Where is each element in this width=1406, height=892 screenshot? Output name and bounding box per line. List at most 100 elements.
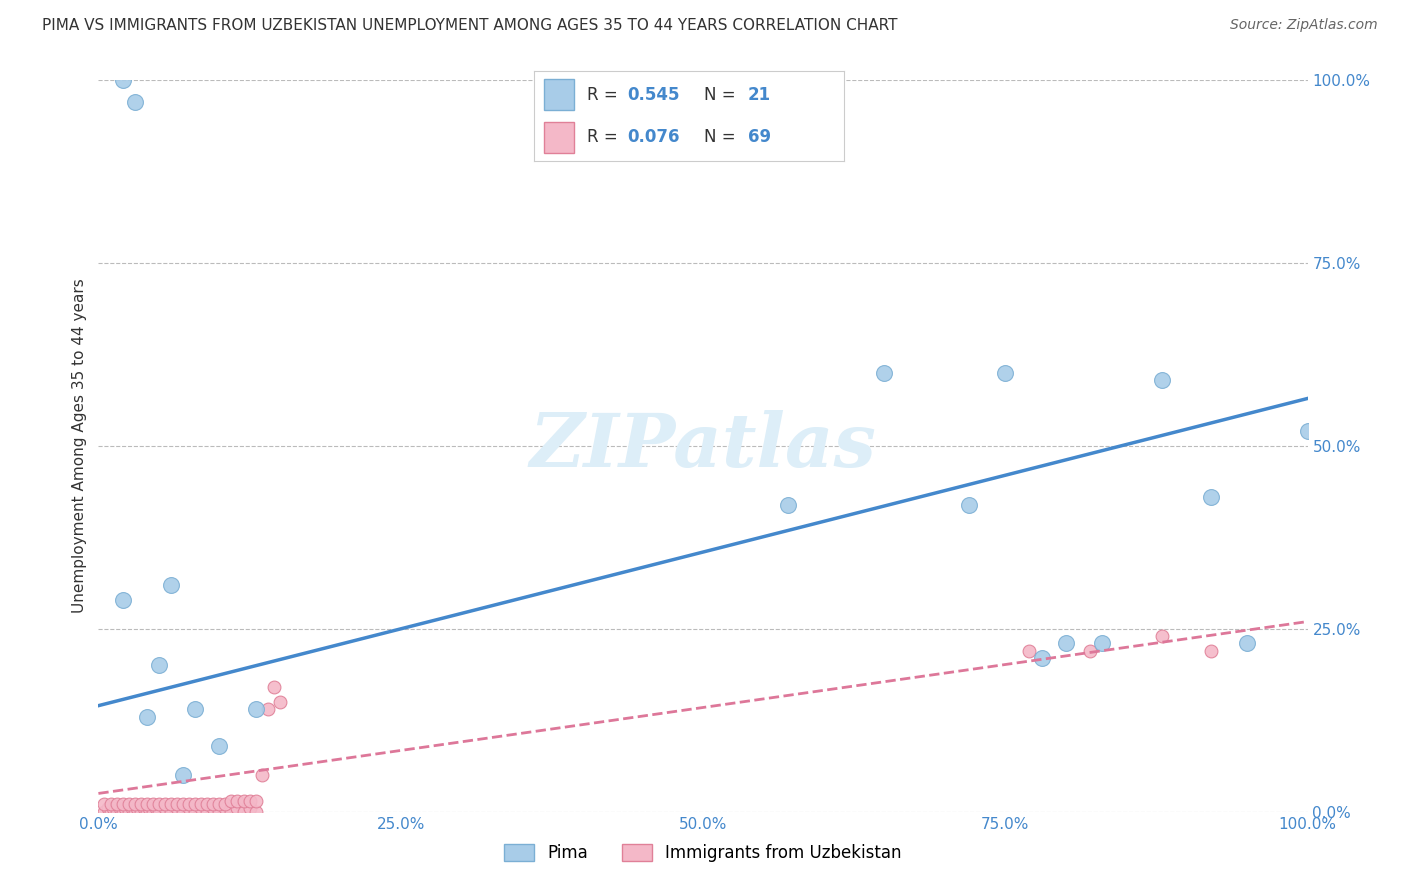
Text: 69: 69 bbox=[748, 128, 770, 146]
Point bbox=[1091, 636, 1114, 650]
Point bbox=[160, 797, 183, 812]
Point bbox=[245, 794, 267, 808]
FancyBboxPatch shape bbox=[544, 122, 575, 153]
Point bbox=[93, 797, 115, 812]
Point bbox=[105, 805, 128, 819]
Point bbox=[776, 498, 799, 512]
Point bbox=[166, 801, 188, 815]
Point bbox=[1054, 636, 1077, 650]
Text: ZIPatlas: ZIPatlas bbox=[530, 409, 876, 483]
Point bbox=[100, 805, 122, 819]
Point bbox=[153, 797, 176, 812]
Point bbox=[957, 498, 980, 512]
Text: 21: 21 bbox=[748, 86, 770, 103]
Point bbox=[1152, 629, 1174, 643]
Point bbox=[214, 797, 236, 812]
Point bbox=[195, 805, 218, 819]
Point bbox=[226, 801, 249, 815]
Point bbox=[114, 801, 136, 815]
Point bbox=[148, 658, 170, 673]
Point bbox=[118, 797, 141, 812]
Y-axis label: Unemployment Among Ages 35 to 44 years: Unemployment Among Ages 35 to 44 years bbox=[72, 278, 87, 614]
Point bbox=[172, 797, 194, 812]
Point bbox=[93, 805, 115, 819]
Point bbox=[121, 801, 143, 815]
Point bbox=[245, 805, 267, 819]
Point bbox=[111, 592, 134, 607]
Text: N =: N = bbox=[704, 86, 741, 103]
Point bbox=[160, 805, 183, 819]
Point bbox=[208, 805, 231, 819]
Point bbox=[153, 801, 176, 815]
Point bbox=[111, 73, 134, 87]
Point bbox=[232, 805, 254, 819]
Text: N =: N = bbox=[704, 128, 741, 146]
Point bbox=[100, 797, 122, 812]
Point bbox=[124, 95, 146, 110]
Point bbox=[1031, 651, 1053, 665]
Point bbox=[873, 366, 896, 380]
Text: R =: R = bbox=[586, 86, 623, 103]
Point bbox=[245, 702, 267, 716]
Point bbox=[172, 805, 194, 819]
Point bbox=[135, 709, 157, 723]
Point bbox=[221, 805, 243, 819]
Point bbox=[145, 801, 167, 815]
Point bbox=[239, 801, 262, 815]
Point bbox=[108, 801, 131, 815]
Point bbox=[1152, 373, 1174, 387]
Point bbox=[214, 801, 236, 815]
Point bbox=[190, 801, 212, 815]
Point bbox=[184, 797, 207, 812]
Point bbox=[148, 797, 170, 812]
Point bbox=[111, 797, 134, 812]
Point bbox=[135, 797, 157, 812]
Point bbox=[1296, 425, 1319, 439]
Point bbox=[1199, 644, 1222, 658]
Point bbox=[202, 797, 225, 812]
Point bbox=[177, 797, 201, 812]
Point bbox=[124, 805, 146, 819]
Point bbox=[111, 805, 134, 819]
Point bbox=[202, 801, 225, 815]
Point bbox=[129, 797, 152, 812]
Point bbox=[232, 794, 254, 808]
Point bbox=[226, 794, 249, 808]
Point bbox=[1236, 636, 1258, 650]
Point bbox=[166, 797, 188, 812]
Point bbox=[208, 797, 231, 812]
Point bbox=[118, 805, 141, 819]
Text: PIMA VS IMMIGRANTS FROM UZBEKISTAN UNEMPLOYMENT AMONG AGES 35 TO 44 YEARS CORREL: PIMA VS IMMIGRANTS FROM UZBEKISTAN UNEMP… bbox=[42, 18, 897, 33]
Point bbox=[127, 801, 149, 815]
Point bbox=[148, 805, 170, 819]
Point bbox=[184, 805, 207, 819]
Point bbox=[134, 801, 156, 815]
Point bbox=[190, 797, 212, 812]
Point bbox=[269, 695, 291, 709]
Point bbox=[221, 794, 243, 808]
Point bbox=[195, 797, 218, 812]
Legend: Pima, Immigrants from Uzbekistan: Pima, Immigrants from Uzbekistan bbox=[505, 844, 901, 862]
Point bbox=[250, 768, 273, 782]
Point bbox=[97, 801, 120, 815]
Point bbox=[135, 805, 157, 819]
Point bbox=[1199, 490, 1222, 504]
Point bbox=[105, 797, 128, 812]
Point bbox=[177, 801, 201, 815]
Point bbox=[129, 805, 152, 819]
Text: Source: ZipAtlas.com: Source: ZipAtlas.com bbox=[1230, 18, 1378, 32]
Point bbox=[256, 702, 278, 716]
FancyBboxPatch shape bbox=[544, 79, 575, 110]
Point bbox=[142, 797, 165, 812]
Point bbox=[239, 794, 262, 808]
Point bbox=[208, 739, 231, 753]
Point bbox=[1018, 644, 1040, 658]
Point bbox=[142, 805, 165, 819]
Point bbox=[160, 578, 183, 592]
Point bbox=[263, 681, 285, 695]
Point bbox=[1078, 644, 1101, 658]
Point bbox=[994, 366, 1017, 380]
Point bbox=[172, 768, 194, 782]
Point bbox=[184, 702, 207, 716]
Point bbox=[124, 797, 146, 812]
